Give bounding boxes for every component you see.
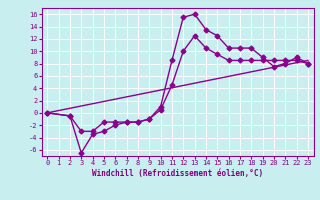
X-axis label: Windchill (Refroidissement éolien,°C): Windchill (Refroidissement éolien,°C) [92, 169, 263, 178]
